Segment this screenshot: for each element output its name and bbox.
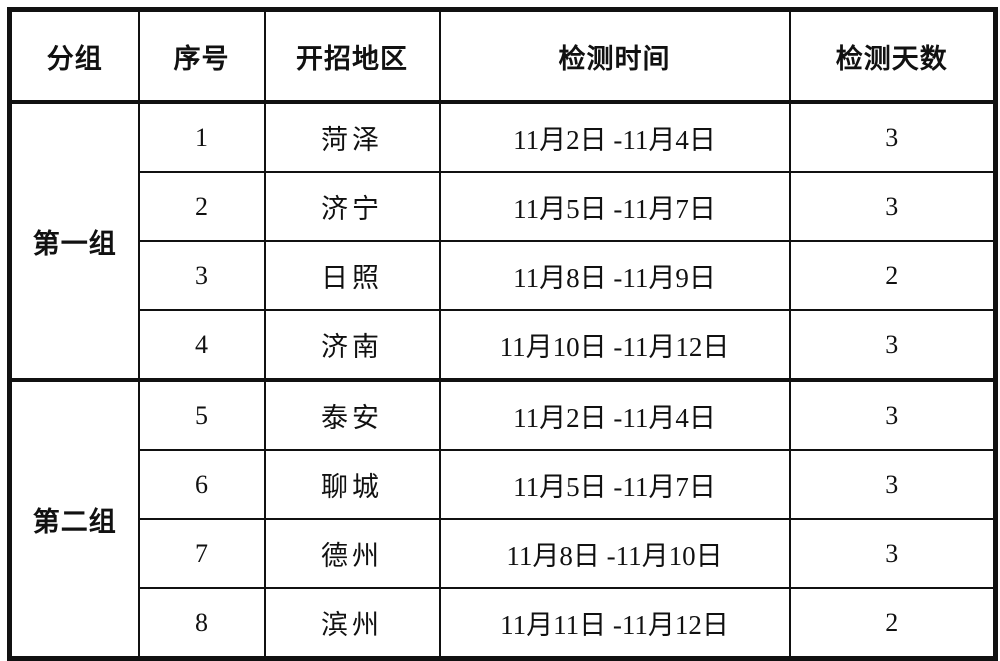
cell-seq: 5 xyxy=(137,378,266,451)
table-row: 8 滨州 11月11日 -11月12日 2 xyxy=(10,587,997,660)
schedule-table-container: 分组 序号 开招地区 检测时间 检测天数 第一组 1 菏泽 11月2日 -11月… xyxy=(7,7,998,661)
column-header-group: 分组 xyxy=(8,8,140,103)
column-header-time: 检测时间 xyxy=(438,8,791,103)
cell-days: 3 xyxy=(788,449,997,520)
cell-seq: 3 xyxy=(137,240,266,311)
cell-region: 日照 xyxy=(263,240,441,311)
cell-seq: 7 xyxy=(137,518,266,589)
table-row: 第二组 5 泰安 11月2日 -11月4日 3 xyxy=(8,378,997,660)
cell-time: 11月5日 -11月7日 xyxy=(438,171,791,242)
cell-time: 11月10日 -11月12日 xyxy=(438,309,791,382)
cell-region: 德州 xyxy=(263,518,441,589)
cell-time: 11月8日 -11月10日 xyxy=(438,518,791,589)
cell-days: 3 xyxy=(788,100,997,173)
column-header-seq: 序号 xyxy=(137,8,266,103)
table-row: 6 聊城 11月5日 -11月7日 3 xyxy=(10,449,997,520)
cell-region: 泰安 xyxy=(263,378,441,451)
header-row: 分组 序号 开招地区 检测时间 检测天数 xyxy=(8,8,997,103)
column-header-days: 检测天数 xyxy=(788,8,997,103)
table-row: 2 济宁 11月5日 -11月7日 3 xyxy=(10,171,997,242)
table-row: 7 德州 11月8日 -11月10日 3 xyxy=(10,518,997,589)
group-label-cell: 第二组 xyxy=(8,378,140,660)
group-label-cell: 第一组 xyxy=(8,100,140,381)
table-row: 第一组 1 菏泽 11月2日 -11月4日 3 xyxy=(8,100,997,381)
cell-days: 2 xyxy=(788,587,997,660)
cell-days: 3 xyxy=(788,171,997,242)
schedule-table: 分组 序号 开招地区 检测时间 检测天数 第一组 1 菏泽 11月2日 -11月… xyxy=(7,7,998,661)
cell-days: 3 xyxy=(788,378,997,451)
cell-seq: 1 xyxy=(137,100,266,173)
cell-region: 聊城 xyxy=(263,449,441,520)
cell-seq: 6 xyxy=(137,449,266,520)
table-body: 第一组 1 菏泽 11月2日 -11月4日 3 2 济宁 11月5日 -11月7… xyxy=(8,100,997,660)
cell-time: 11月2日 -11月4日 xyxy=(438,100,791,173)
table-header: 分组 序号 开招地区 检测时间 检测天数 xyxy=(8,8,997,103)
cell-region: 菏泽 xyxy=(263,100,441,173)
page-root: 分组 序号 开招地区 检测时间 检测天数 第一组 1 菏泽 11月2日 -11月… xyxy=(7,7,998,661)
cell-time: 11月8日 -11月9日 xyxy=(438,240,791,311)
table-row: 4 济南 11月10日 -11月12日 3 xyxy=(10,309,997,382)
cell-days: 2 xyxy=(788,240,997,311)
cell-region: 济南 xyxy=(263,309,441,382)
cell-region: 济宁 xyxy=(263,171,441,242)
cell-seq: 4 xyxy=(137,309,266,382)
cell-seq: 2 xyxy=(137,171,266,242)
cell-time: 11月2日 -11月4日 xyxy=(438,378,791,451)
column-header-region: 开招地区 xyxy=(263,8,441,103)
cell-region: 滨州 xyxy=(263,587,441,660)
cell-seq: 8 xyxy=(137,587,266,660)
cell-time: 11月5日 -11月7日 xyxy=(438,449,791,520)
table-row: 3 日照 11月8日 -11月9日 2 xyxy=(10,240,997,311)
cell-days: 3 xyxy=(788,309,997,382)
cell-time: 11月11日 -11月12日 xyxy=(438,587,791,660)
cell-days: 3 xyxy=(788,518,997,589)
